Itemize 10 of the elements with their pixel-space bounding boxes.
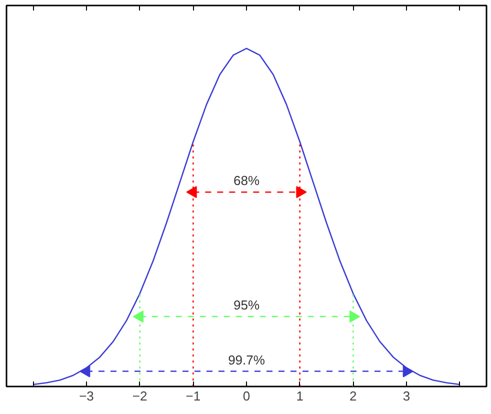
annotation: 68%: [233, 173, 260, 188]
x-tick-label: −3: [79, 388, 94, 404]
x-tick-label: 3: [402, 388, 410, 404]
annotation: 99.7%: [228, 352, 266, 368]
x-tick-label: −2: [132, 388, 148, 404]
x-tick-label: 1: [296, 388, 304, 404]
x-tick-label: −1: [186, 388, 201, 404]
x-tick-label: 2: [350, 388, 357, 404]
x-tick-label: 0: [242, 388, 250, 404]
annotation: 95%: [233, 298, 260, 313]
